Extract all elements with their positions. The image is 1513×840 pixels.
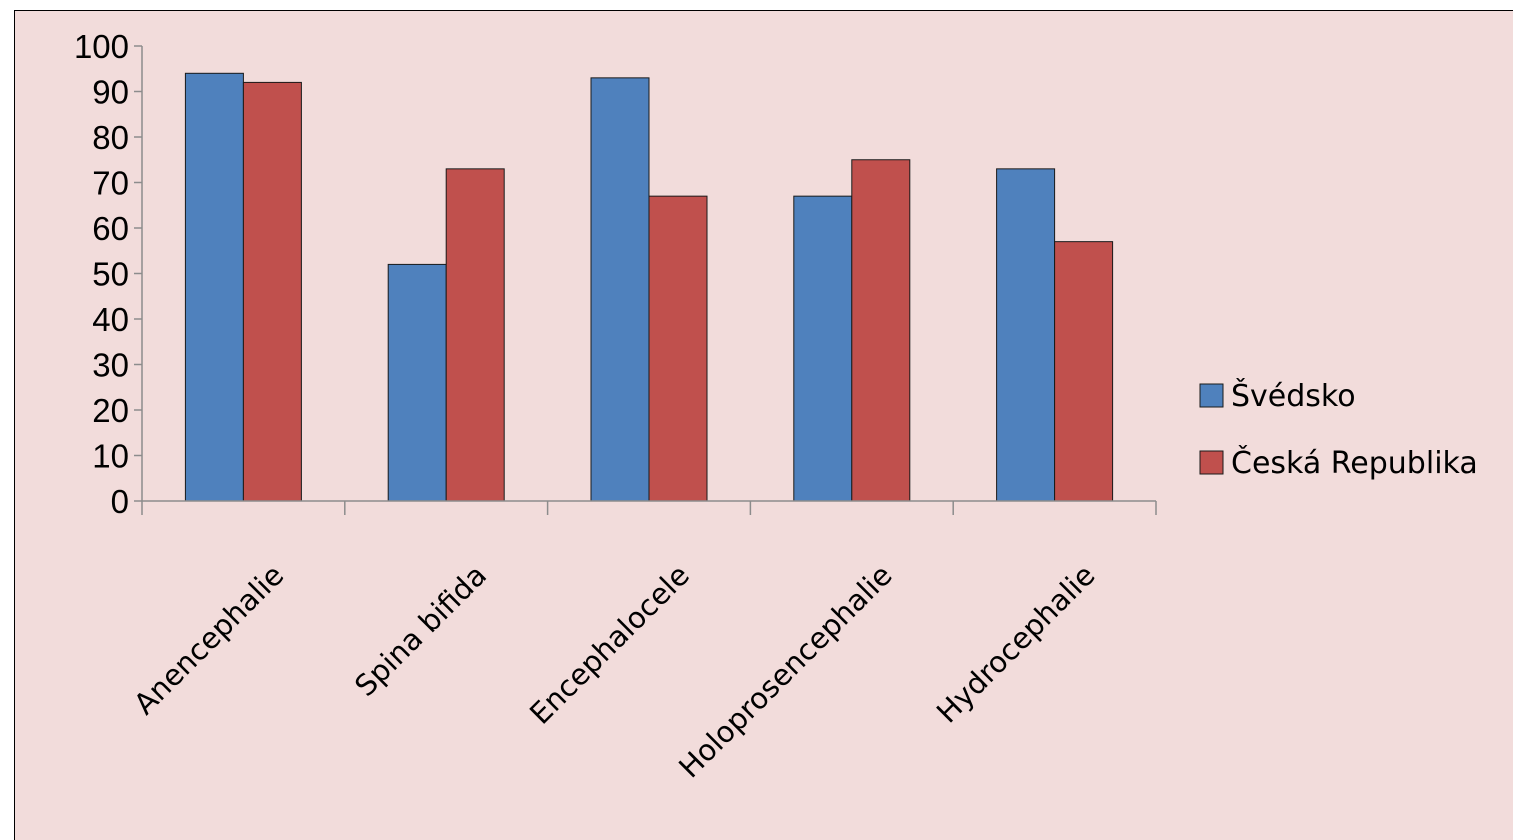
bar <box>387 263 447 502</box>
x-ticks-group: Anencephalie Spina bifida EncephaloceleHol… <box>127 501 1157 785</box>
legend-swatch <box>1199 383 1224 408</box>
bars-group <box>184 72 1114 502</box>
x-category-label: Encephalocele <box>523 558 696 731</box>
y-tick-label: 60 <box>92 210 129 247</box>
x-category-label: Anencephalie <box>127 558 290 721</box>
bar <box>851 159 911 502</box>
bar-chart: 0 10 20 30 40 50 60 70 80 90 100 Anencephalie Spina… <box>74 28 1478 785</box>
y-tick-label: 10 <box>92 438 129 475</box>
bar <box>445 168 505 502</box>
legend: Švédsko Česká Republika <box>1199 377 1478 481</box>
chart-area: 0 10 20 30 40 50 60 70 80 90 100 Anencephalie Spina… <box>14 10 1513 840</box>
legend-swatch <box>1199 450 1224 475</box>
bar <box>648 195 708 502</box>
y-tick-label: 100 <box>74 28 129 65</box>
y-tick-label: 30 <box>92 347 129 384</box>
x-category-label: Hydrocephalie <box>930 558 1102 730</box>
bar <box>793 195 853 502</box>
y-tick-label: 20 <box>92 392 129 429</box>
y-tick-label: 70 <box>92 165 129 202</box>
x-category-label: Holoprosencephalie <box>672 558 899 785</box>
y-tick-label: 90 <box>92 74 129 111</box>
bar <box>184 72 244 502</box>
y-ticks-group: 0 10 20 30 40 50 60 70 80 90 100 <box>74 28 142 520</box>
y-tick-label: 80 <box>92 119 129 156</box>
bar <box>590 77 650 502</box>
y-tick-label: 0 <box>111 483 129 520</box>
bar <box>1054 241 1114 502</box>
legend-label: Švédsko <box>1231 377 1356 414</box>
y-tick-label: 40 <box>92 301 129 338</box>
bar <box>242 81 302 502</box>
x-category-label: Spina bifida <box>348 558 493 703</box>
y-tick-label: 50 <box>92 256 129 293</box>
bar <box>996 168 1056 502</box>
legend-label: Česká Republika <box>1231 444 1478 481</box>
